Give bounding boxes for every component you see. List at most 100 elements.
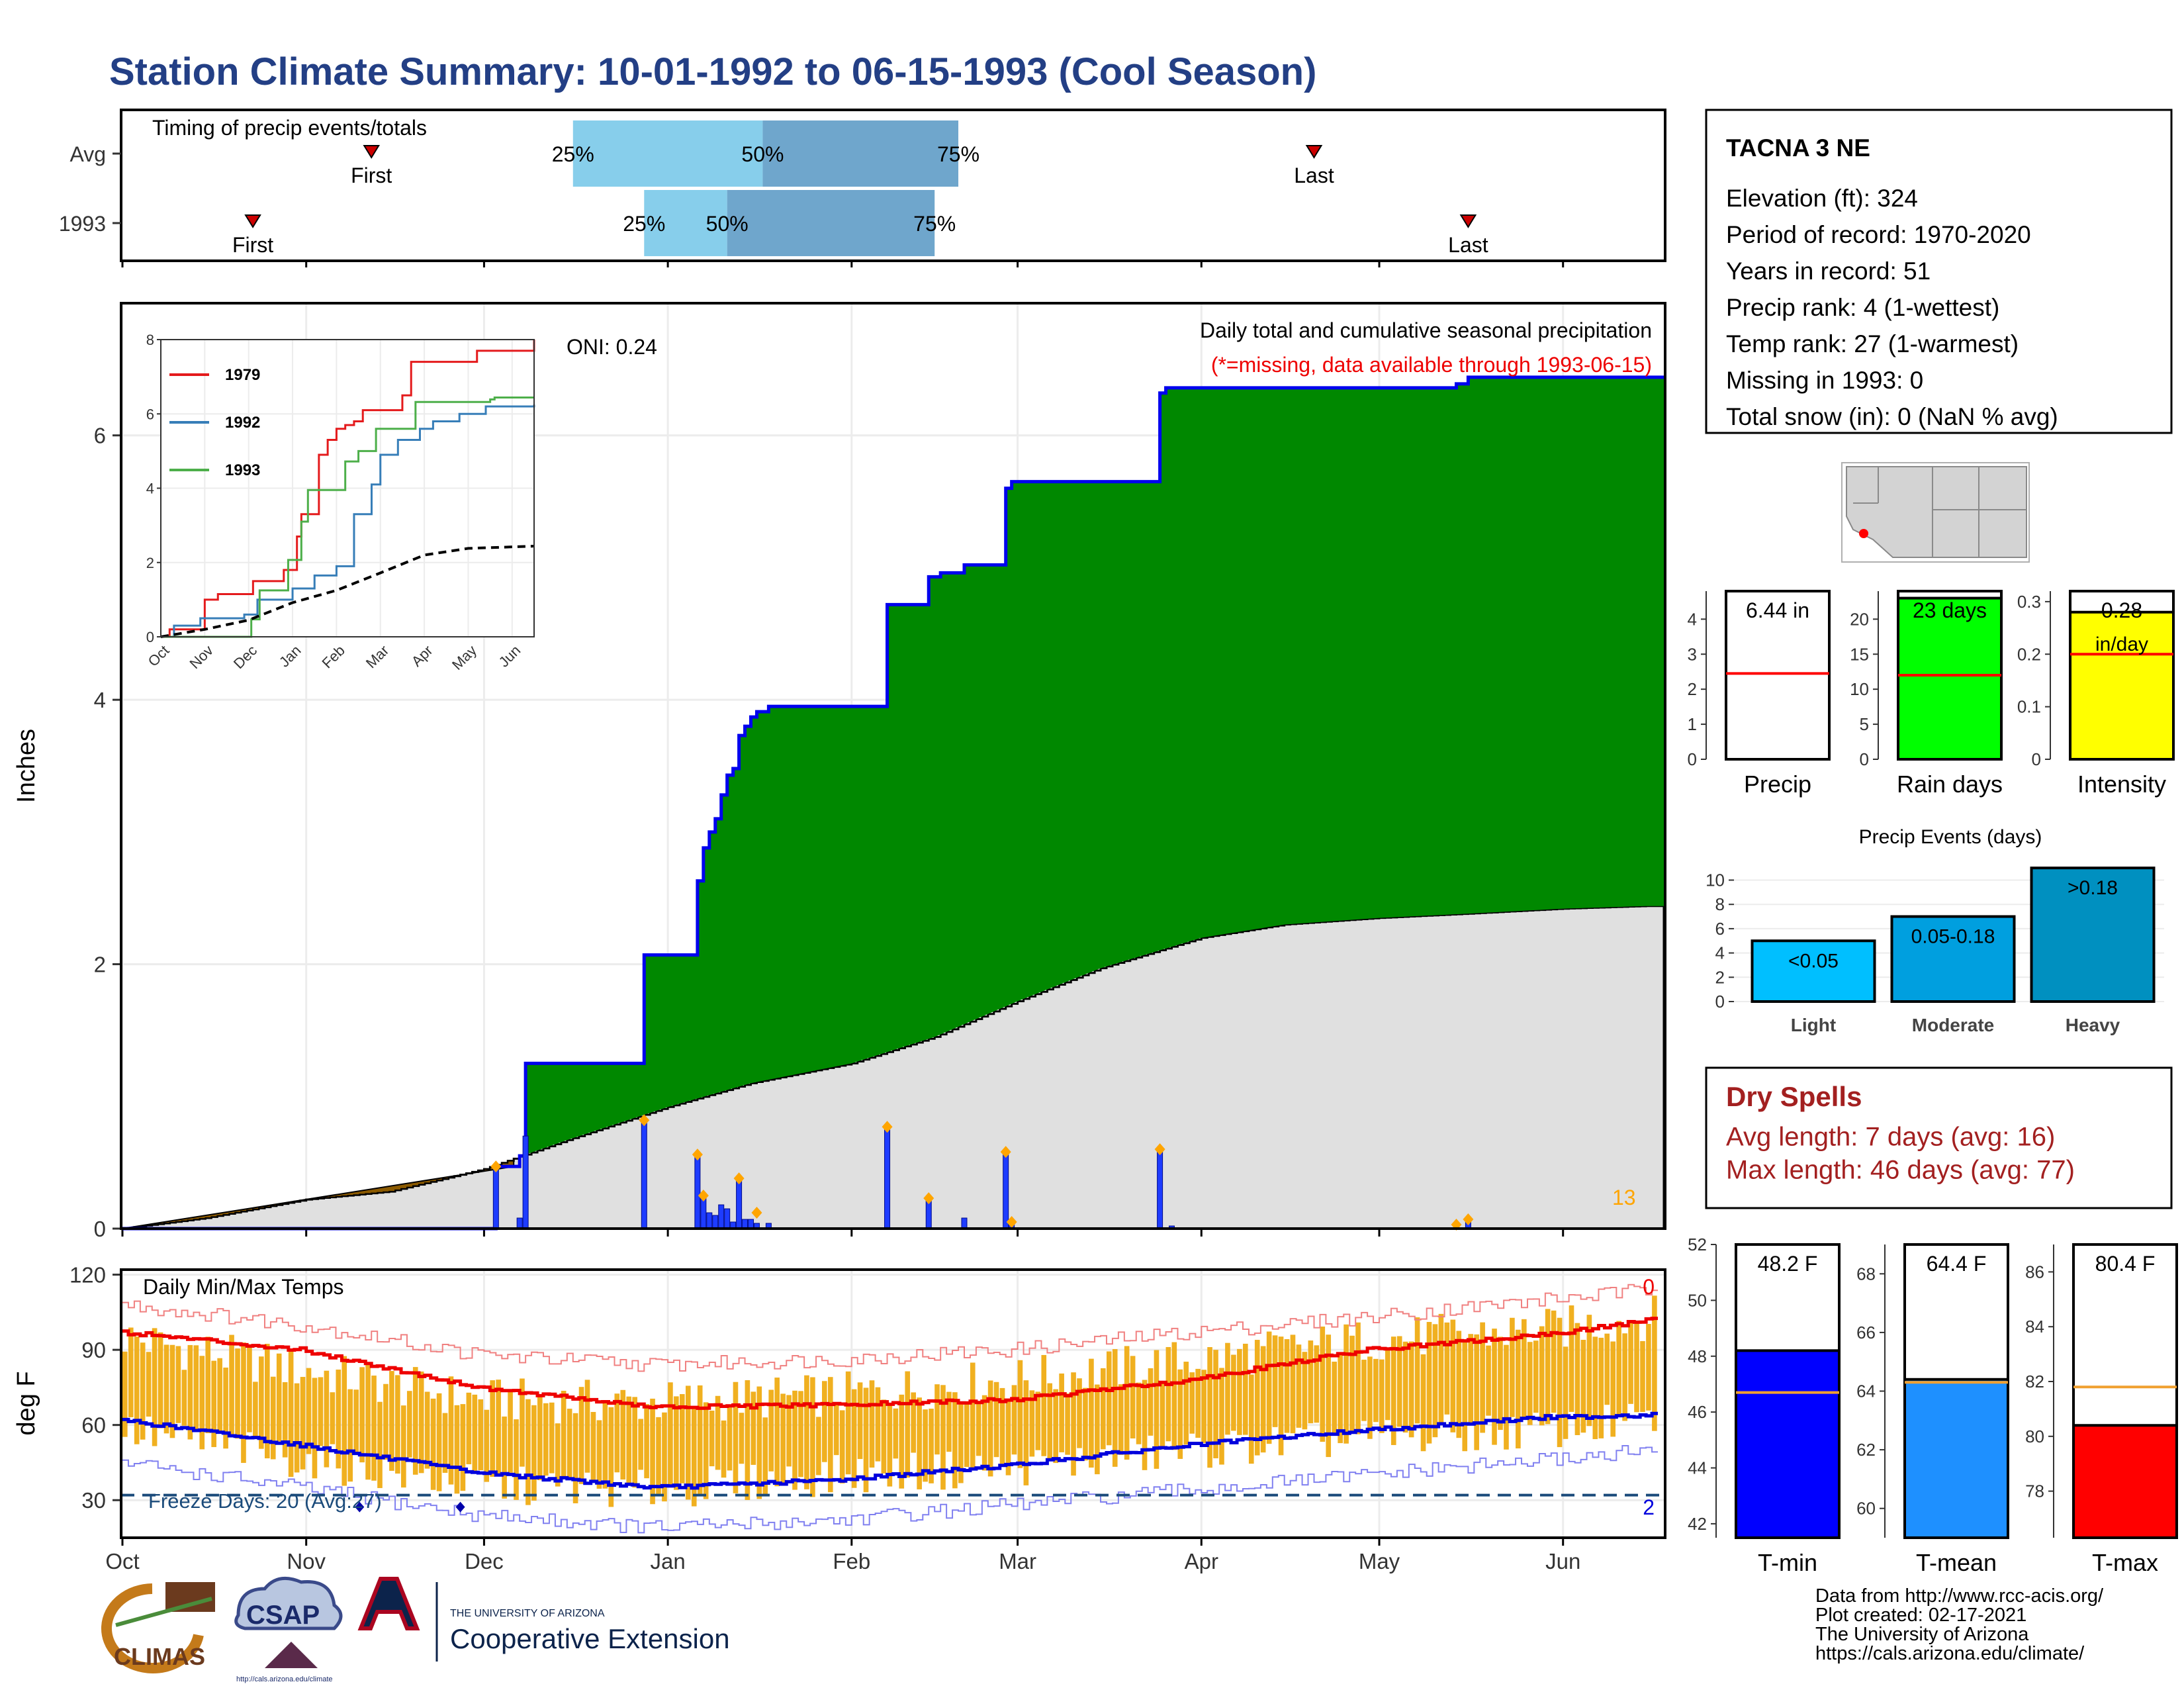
station-detail-line: Missing in 1993: 0 [1726, 367, 1923, 394]
daily-temp-bar [1527, 1342, 1533, 1425]
mini-y-tick-label: 0 [1688, 749, 1697, 769]
precipitation-panel: 0 2 4 6 Inches Daily total and cumulative s… [13, 302, 1666, 1241]
dry-spells-max: Max length: 46 days (avg: 77) [1726, 1156, 2075, 1185]
daily-temp-bar [596, 1420, 602, 1489]
daily-temp-bar [490, 1380, 496, 1477]
daily-temp-bar [1189, 1372, 1195, 1434]
daily-precip-bar [736, 1178, 743, 1229]
month-tick-label: May [1359, 1549, 1400, 1573]
daily-precip-bar [1003, 1151, 1009, 1229]
daily-temp-bar [1284, 1338, 1290, 1433]
daily-temp-bar [294, 1383, 300, 1473]
mini-bar-value-label: 80.4 F [2095, 1252, 2156, 1276]
daily-temp-bar [472, 1394, 478, 1474]
daily-temp-bar [929, 1409, 934, 1483]
inset-y-tick-label: 6 [146, 406, 154, 422]
daily-temp-bar [140, 1342, 146, 1440]
daily-temp-bar [1592, 1336, 1598, 1440]
daily-temp-bar [1432, 1324, 1438, 1438]
csap-url: http://cals.arizona.edu/climate [236, 1675, 333, 1683]
month-axis: Oct Nov Dec Jan Feb Mar Apr May Jun [105, 1538, 1580, 1573]
daily-temp-bar [964, 1402, 970, 1468]
inset-cumulative-chart: 0 2 4 6 8 Oct Nov Dec Jan Feb Mar Apr May Jun 1979 1992… [145, 332, 535, 673]
daily-temp-bar [1563, 1346, 1569, 1439]
temp-frame [120, 1268, 1666, 1539]
daily-temp-bar [1343, 1324, 1349, 1444]
daily-precip-bar [925, 1200, 932, 1229]
precip-event-marker [692, 1149, 703, 1161]
daily-temp-bar [1468, 1334, 1474, 1424]
daily-temp-bar [1136, 1382, 1142, 1444]
mini-chart-tmean: 60 62 64 66 68 64.4 F T-mean [1856, 1243, 2009, 1576]
daily-temp-bar [970, 1362, 976, 1470]
daily-temp-bar [1112, 1349, 1118, 1467]
daily-temp-bar [810, 1377, 815, 1497]
inset-legend-label: 1979 [225, 366, 260, 384]
inset-x-tick-label: Feb [318, 642, 347, 671]
daily-temp-bar [1622, 1333, 1627, 1421]
daily-precip-bar [748, 1219, 754, 1229]
daily-temp-bar [1320, 1326, 1326, 1442]
precip-events-title: Precip Events (days) [1859, 826, 2042, 848]
timing-p50-label: 50% [741, 142, 784, 166]
inset-legend-label: 1993 [225, 461, 260, 479]
daily-temp-bar [496, 1380, 501, 1476]
daily-temp-bar [1349, 1335, 1355, 1434]
mini-bar-category-label: Intensity [2077, 771, 2166, 798]
daily-precip-bar [742, 1219, 749, 1229]
daily-temp-bar [508, 1391, 513, 1473]
credit-line: Data from http://www.rcc-acis.org/ [1815, 1585, 2104, 1607]
mini-bar-value [1725, 590, 1831, 761]
daily-temp-bar [288, 1349, 294, 1477]
timing-first-label: First [351, 164, 392, 187]
daily-temp-bar [436, 1393, 442, 1491]
inset-y-tick-label: 8 [146, 332, 154, 348]
precip-frame [120, 302, 1666, 1230]
mini-y-tick-label: 46 [1688, 1402, 1707, 1422]
daily-precip-bar [492, 1166, 499, 1229]
dry-spells-title: Dry Spells [1726, 1081, 1862, 1112]
month-tick-label: Jun [1545, 1549, 1580, 1573]
daily-temp-bar [608, 1407, 614, 1507]
daily-temp-bar [1011, 1385, 1017, 1455]
ua-line1: THE UNIVERSITY OF ARIZONA [450, 1608, 605, 1619]
inset-x-tick-label: Jun [496, 642, 524, 671]
month-tick-label: Jan [650, 1549, 685, 1573]
daily-temp-bar [1248, 1374, 1254, 1464]
precip-event-marker [639, 1114, 650, 1127]
inset-y-tick-label: 2 [146, 555, 154, 571]
daily-temp-bar [270, 1376, 276, 1460]
mini-bar-value-label: 23 days [1913, 598, 1987, 622]
daily-temp-bar [276, 1353, 282, 1442]
daily-temp-bar [300, 1377, 306, 1470]
daily-temp-bar [602, 1400, 608, 1489]
daily-temp-bar [792, 1390, 797, 1490]
dry-spells-frame [1705, 1066, 2173, 1209]
month-tick-label: Apr [1185, 1549, 1218, 1573]
daily-temp-bar [839, 1410, 845, 1483]
timing-panel: Timing of precip events/totals Avg 25% 50%… [59, 109, 1666, 267]
mini-y-tick-label: 0 [2032, 749, 2041, 769]
daily-temp-bar [1148, 1368, 1154, 1436]
mini-y-tick-label: 3 [1688, 644, 1697, 664]
daily-temp-bar [756, 1386, 762, 1499]
mini-y-tick-label: 52 [1688, 1235, 1707, 1254]
events-bar-label: >0.18 [2068, 877, 2118, 899]
daily-temp-bar [1017, 1360, 1023, 1468]
precip-event-marker [751, 1207, 762, 1219]
daily-temp-bar [537, 1396, 543, 1480]
daily-temp-bar [1219, 1368, 1224, 1465]
events-bar-label: 0.05-0.18 [1911, 926, 1995, 948]
daily-temp-bar [555, 1423, 561, 1487]
daily-temp-bar [1231, 1354, 1236, 1431]
events-category-label: Light [1791, 1015, 1836, 1035]
daily-temp-bar [193, 1345, 199, 1432]
events-bar-label: <0.05 [1788, 950, 1839, 972]
temp-y-tick-label: 120 [69, 1263, 106, 1288]
avg-min-line [122, 1411, 1659, 1490]
mini-bar-category-label: Precip [1744, 771, 1811, 798]
daily-temp-bar [1456, 1331, 1462, 1438]
inset-series-line-1992 [161, 404, 535, 638]
daily-temp-bar [146, 1352, 152, 1417]
daily-temp-bar [632, 1397, 637, 1488]
